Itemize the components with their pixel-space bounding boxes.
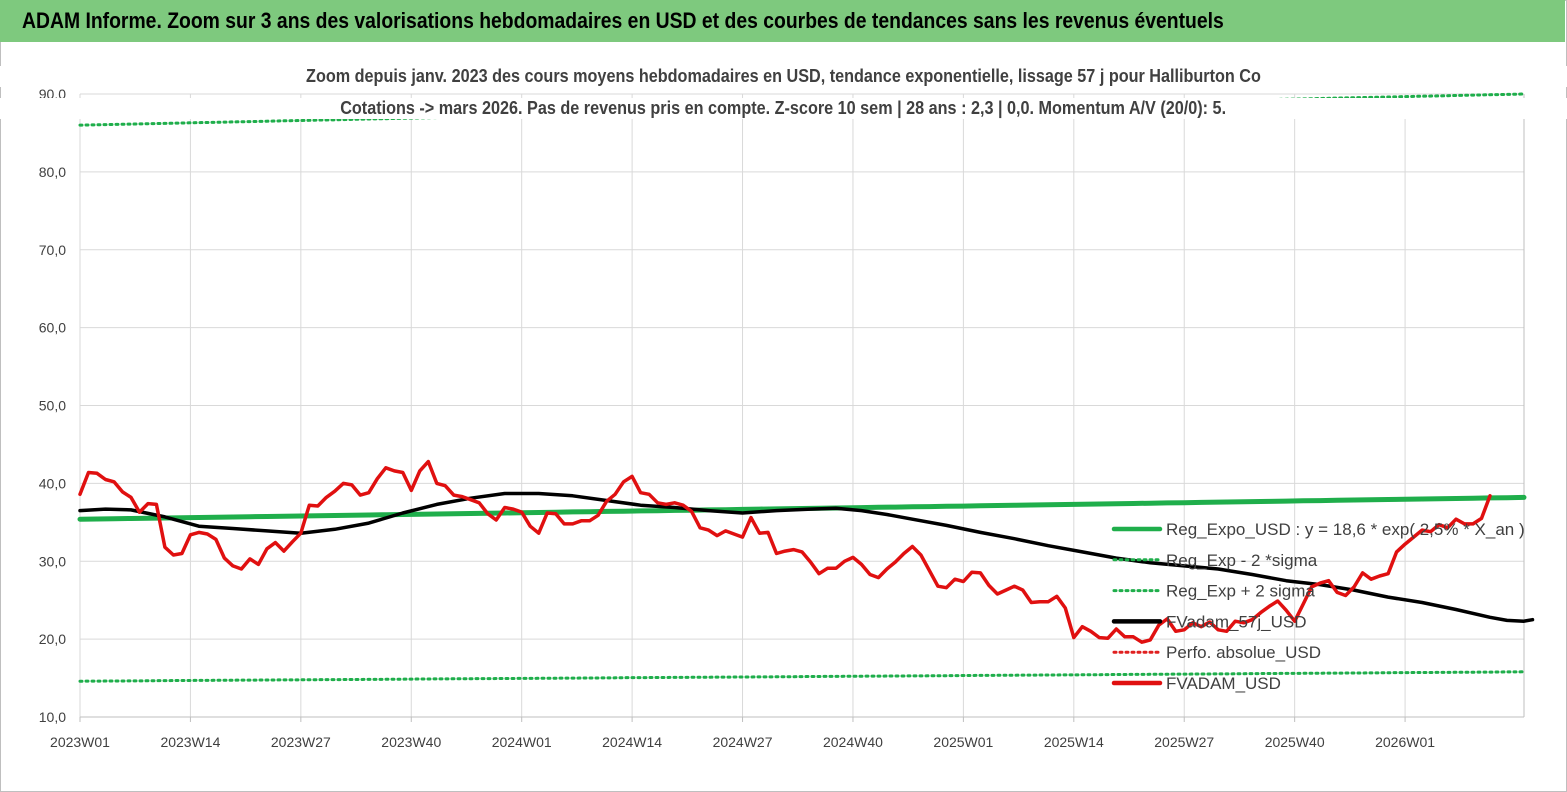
x-tick-label: 2024W01	[492, 734, 552, 750]
y-axis-ticks: 10,020,030,040,050,060,070,080,090,0	[39, 86, 66, 725]
chart-subtitle-line: Cotations -> mars 2026. Pas de revenus p…	[0, 98, 1567, 119]
report-title: ADAM Informe. Zoom sur 3 ans des valoris…	[22, 8, 1224, 33]
chart-legend: Reg_Expo_USD : y = 18,6 * exp( 2,5% * X_…	[1111, 520, 1525, 693]
x-tick-label: 2023W40	[381, 734, 441, 750]
chart-gridlines	[79, 93, 1525, 722]
legend-label: Perfo. absolue_USD	[1166, 643, 1321, 662]
series-line-5	[78, 459, 1492, 644]
x-tick-label: 2023W27	[271, 734, 331, 750]
y-tick-label: 30,0	[39, 553, 66, 569]
legend-label: FVADAM_USD	[1166, 674, 1281, 693]
x-axis-ticks: 2023W01 2023W14 2023W27 2023W40 2024W01 2024W…	[50, 734, 1435, 750]
x-tick-label: 2025W27	[1154, 734, 1214, 750]
x-tick-label: 2024W14	[602, 734, 662, 750]
legend-label: Reg_Exp - 2 *sigma	[1166, 551, 1318, 570]
x-tick-label: 2025W40	[1265, 734, 1325, 750]
x-tick-label: 2025W01	[933, 734, 993, 750]
chart-title: Zoom depuis janv. 2023 des cours moyens …	[302, 66, 1265, 87]
x-tick-label: 2024W40	[823, 734, 883, 750]
y-tick-label: 50,0	[39, 398, 66, 414]
x-tick-label: 2026W01	[1375, 734, 1435, 750]
x-tick-label: 2024W27	[713, 734, 773, 750]
legend-label: Reg_Exp + 2 sigma	[1166, 582, 1315, 601]
y-tick-label: 60,0	[39, 320, 66, 336]
y-tick-label: 80,0	[39, 164, 66, 180]
y-tick-label: 20,0	[39, 631, 66, 647]
series-line-1	[78, 670, 1526, 683]
y-tick-label: 40,0	[39, 475, 66, 491]
y-tick-label: 70,0	[39, 242, 66, 258]
legend-label: FVadam_57j_USD	[1166, 612, 1306, 631]
y-tick-label: 10,0	[39, 709, 66, 725]
legend-label: Reg_Expo_USD : y = 18,6 * exp( 2,5% * X_…	[1166, 520, 1525, 539]
report-header: ADAM Informe. Zoom sur 3 ans des valoris…	[0, 0, 1565, 42]
x-tick-label: 2023W01	[50, 734, 110, 750]
chart-title-line: Zoom depuis janv. 2023 des cours moyens …	[0, 66, 1567, 87]
x-tick-label: 2025W14	[1044, 734, 1104, 750]
chart-subtitle: Cotations -> mars 2026. Pas de revenus p…	[336, 98, 1231, 119]
x-tick-label: 2023W14	[160, 734, 220, 750]
